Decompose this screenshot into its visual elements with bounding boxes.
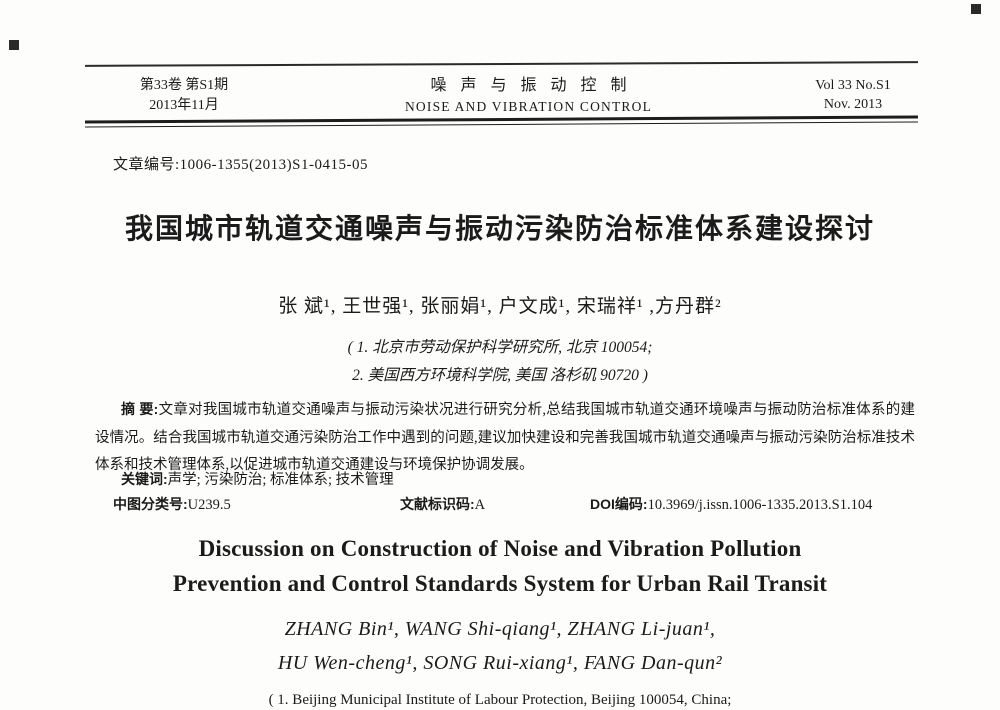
journal-title-block: 噪声与振动控制 NOISE AND VIBRATION CONTROL [269,76,788,116]
article-number: 文章编号:1006-1355(2013)S1-0415-05 [113,157,368,173]
affiliation-en-cutoff: ( 1. Beijing Municipal Institute of Labo… [268,692,732,708]
keywords-label: 关键词: [121,471,168,487]
clc-value: U239.5 [187,497,231,513]
affiliation-line-2: 2. 美国西方环境科学院, 美国 洛杉矶 90720 ) [352,367,648,384]
authors-cn: 张 斌¹, 王世强¹, 张丽娟¹, 户文成¹, 宋瑞祥¹ ,方丹群² [278,296,722,317]
title-en-line-2: Prevention and Control Standards System … [172,571,828,596]
authors-en: ZHANG Bin¹, WANG Shi-qiang¹, ZHANG Li-ju… [0,612,1000,680]
title-en-line-1: Discussion on Construction of Noise and … [198,536,802,561]
issue-date-en: Nov. 2013 [823,97,883,112]
issue-info-en: Vol 33 No.S1 Nov. 2013 [788,76,918,114]
classification-row: 中图分类号:U239.5 文献标识码:A DOI编码:10.3969/j.iss… [113,494,918,516]
affiliations-cn: ( 1. 北京市劳动保护科学研究所, 北京 100054; 2. 美国西方环境科… [0,334,1000,390]
header-top-rule [84,61,919,67]
header-double-rule [84,115,919,128]
journal-title-cn: 噪声与振动控制 [430,77,641,94]
scan-artifact-icon [971,4,981,14]
scan-artifact-icon [9,40,19,50]
document-code: 文献标识码:A [400,494,485,514]
keywords-line: 关键词:声学; 污染防治; 标准体系; 技术管理 [95,468,915,489]
journal-title-en: NOISE AND VIBRATION CONTROL [404,99,653,114]
document-code-label: 文献标识码: [400,496,475,512]
authors-en-line-2: HU Wen-cheng¹, SONG Rui-xiang¹, FANG Dan… [277,652,723,674]
document-code-value: A [474,497,486,513]
clc-label: 中图分类号: [113,496,188,512]
keywords-text: 声学; 污染防治; 标准体系; 技术管理 [167,472,394,488]
issue-info-cn: 第33卷 第S1期 2013年11月 [85,76,269,116]
doi: DOI编码:10.3969/j.issn.1006-1335.2013.S1.1… [590,494,872,514]
abstract-label: 摘 要: [121,401,159,417]
volume-issue-en: Vol 33 No.S1 [815,78,891,93]
journal-header: 第33卷 第S1期 2013年11月 噪声与振动控制 NOISE AND VIB… [85,76,918,116]
authors-en-line-1: ZHANG Bin¹, WANG Shi-qiang¹, ZHANG Li-ju… [284,618,716,640]
abstract-paragraph: 摘 要:文章对我国城市轨道交通噪声与振动污染状况进行研究分析,总结我国城市轨道交… [95,396,915,480]
article-title-en: Discussion on Construction of Noise and … [0,531,1000,601]
issue-date-cn: 2013年11月 [149,98,219,113]
clc-number: 中图分类号:U239.5 [113,494,231,514]
affiliation-line-1: ( 1. 北京市劳动保护科学研究所, 北京 100054; [347,339,653,356]
doi-value: 10.3969/j.issn.1006-1335.2013.S1.104 [647,497,873,513]
article-title-cn: 我国城市轨道交通噪声与振动污染防治标准体系建设探讨 [124,213,875,244]
volume-issue-cn: 第33卷 第S1期 [139,78,229,93]
abstract-text: 文章对我国城市轨道交通噪声与振动污染状况进行研究分析,总结我国城市轨道交通环境噪… [95,402,915,473]
doi-label: DOI编码: [590,496,648,512]
